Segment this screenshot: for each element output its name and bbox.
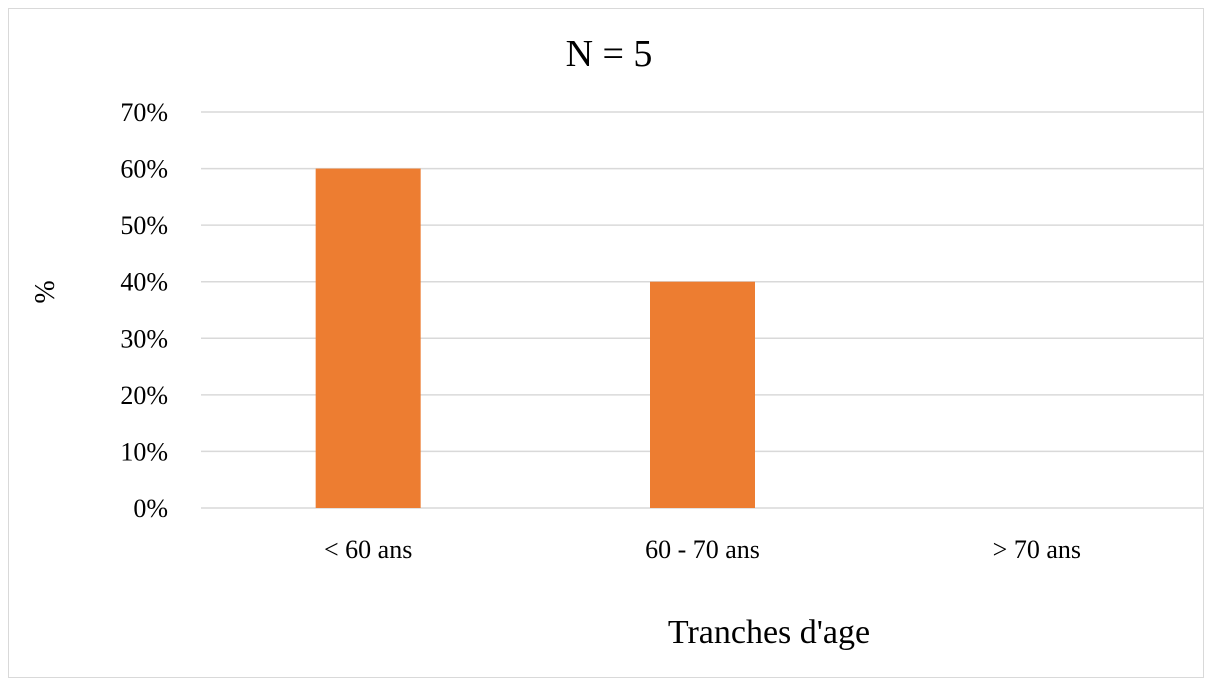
y-axis-title: % [30, 280, 61, 303]
bar [315, 168, 421, 509]
y-tick-label: 20% [120, 381, 168, 410]
y-tick-label: 70% [120, 98, 168, 127]
y-tick-label: 10% [120, 437, 168, 466]
x-tick-label: > 70 ans [993, 535, 1081, 564]
bar [650, 281, 755, 508]
y-tick-label: 30% [120, 324, 168, 353]
y-tick-label: 0% [133, 494, 168, 523]
chart-title: N = 5 [566, 33, 653, 75]
chart-frame [8, 8, 1204, 678]
x-tick-label: < 60 ans [324, 535, 412, 564]
x-axis-title: Tranches d'age [668, 614, 870, 651]
bars [315, 168, 755, 509]
y-tick-label: 40% [120, 268, 168, 297]
x-axis-ticks: < 60 ans 60 - 70 ans > 70 ans [324, 535, 1081, 564]
y-tick-label: 50% [120, 211, 168, 240]
y-axis-ticks: 0% 10% 20% 30% 40% 50% 60% 70% [120, 98, 168, 523]
y-tick-label: 60% [120, 155, 168, 184]
x-tick-label: 60 - 70 ans [645, 535, 760, 564]
